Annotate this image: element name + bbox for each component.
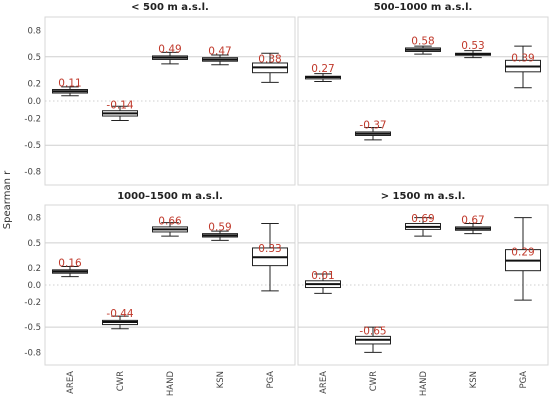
box-area: 0.16 <box>52 258 88 278</box>
box-hand: 0.69 <box>405 213 441 237</box>
box-cwr: -0.44 <box>102 308 138 330</box>
median-label: 0.38 <box>258 53 281 65</box>
median-label: -0.44 <box>106 308 133 320</box>
y-tick-label: 0.2 <box>27 264 41 274</box>
panel-title: 500–1000 m a.s.l. <box>374 2 473 13</box>
median-label: 0.67 <box>461 215 484 227</box>
y-tick-label: 0.0 <box>27 281 41 291</box>
panel-title: 1000–1500 m a.s.l. <box>117 191 223 202</box>
box-pga: 0.33 <box>252 223 288 292</box>
median-label: 0.11 <box>58 77 81 89</box>
x-tick-label: CWR <box>116 371 126 391</box>
box-ksn: 0.53 <box>455 40 491 59</box>
box-hand: 0.58 <box>405 36 441 55</box>
box-area: 0.11 <box>52 77 88 97</box>
box-area: 0.27 <box>305 63 341 83</box>
y-tick-label: 0.5 <box>27 239 41 249</box>
box-ksn: 0.67 <box>455 215 491 235</box>
median-label: 0.69 <box>411 213 434 225</box>
y-tick-label: -0.5 <box>24 141 41 151</box>
x-tick-label: HAND <box>166 371 176 397</box>
y-tick-label: -0.8 <box>24 348 41 358</box>
panel-title: > 1500 m a.s.l. <box>381 191 466 202</box>
box-hand: 0.49 <box>152 44 188 65</box>
median-label: -0.14 <box>106 99 133 111</box>
y-tick-label: 0.0 <box>27 97 41 107</box>
x-tick-label: PGA <box>266 371 276 389</box>
box-cwr: -0.14 <box>102 99 138 121</box>
panel-3: 0.8 0.5 0.2 0.0 -0.2 -0.5 -0.8 1000–1500 m a.s.… <box>24 191 296 397</box>
median-label: 0.29 <box>511 247 534 259</box>
y-tick-label: -0.2 <box>24 298 41 308</box>
y-tick-label: 0.2 <box>27 79 41 89</box>
box-pga: 0.29 <box>505 217 541 301</box>
x-tick-label: KSN <box>216 371 226 388</box>
x-tick-label: CWR <box>369 371 379 391</box>
box-cwr: -0.65 <box>355 326 391 353</box>
median-label: 0.16 <box>58 258 82 270</box>
median-label: 0.27 <box>311 63 334 75</box>
median-label: 0.33 <box>258 243 281 255</box>
panel-4: > 1500 m a.s.l. 0.01 -0.65 0.69 0.67 0.29 AREA… <box>297 191 549 397</box>
median-label: 0.01 <box>311 270 334 282</box>
y-tick-label: 0.8 <box>27 26 41 36</box>
y-tick-label: -0.5 <box>24 323 41 333</box>
box-ksn: 0.59 <box>202 221 238 241</box>
x-tick-label: AREA <box>319 371 329 394</box>
median-label: -0.37 <box>359 120 386 132</box>
box-cwr: -0.37 <box>355 120 391 141</box>
median-label: 0.47 <box>208 45 231 57</box>
median-label: 0.49 <box>158 44 181 56</box>
box-area: 0.01 <box>305 270 341 294</box>
box-pga: 0.39 <box>505 45 541 89</box>
box-ksn: 0.47 <box>202 45 238 66</box>
y-tick-label: 0.8 <box>27 214 41 224</box>
median-label: 0.66 <box>158 215 182 227</box>
median-label: 0.53 <box>461 40 484 52</box>
y-tick-label: 0.5 <box>27 53 41 63</box>
x-tick-label: HAND <box>419 371 429 397</box>
x-tick-label: KSN <box>469 371 479 388</box>
x-tick-label: AREA <box>66 371 76 394</box>
median-label: 0.39 <box>511 53 534 65</box>
box-hand: 0.66 <box>152 215 188 237</box>
median-label: -0.65 <box>359 326 386 338</box>
y-tick-label: -0.2 <box>24 115 41 125</box>
box-pga: 0.38 <box>252 52 288 83</box>
panel-1: 0.8 0.5 0.2 0.0 -0.2 -0.5 -0.8 < 500 m a.s.l. 0.… <box>24 2 296 186</box>
y-tick-label: -0.8 <box>24 168 41 178</box>
median-label: 0.58 <box>411 36 434 48</box>
panel-title: < 500 m a.s.l. <box>131 2 209 13</box>
panel-2: 500–1000 m a.s.l. 0.27 -0.37 0.58 0.53 0.39 <box>297 2 549 186</box>
median-label: 0.59 <box>208 221 231 233</box>
x-tick-label: PGA <box>519 371 529 389</box>
y-axis-label: Spearman r <box>2 170 13 229</box>
